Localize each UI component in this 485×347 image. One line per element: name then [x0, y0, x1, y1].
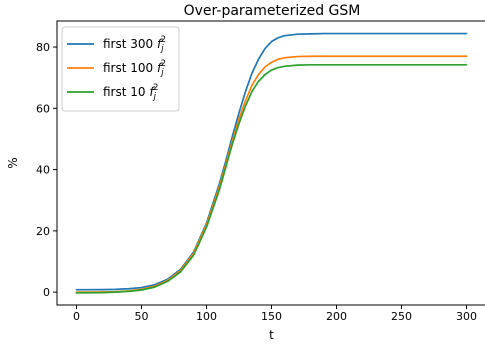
x-axis: 0 50 100 150 200 250 300	[73, 305, 477, 323]
x-tick-label: 100	[196, 310, 217, 323]
x-tick-label: 50	[135, 310, 149, 323]
x-tick-label: 0	[73, 310, 80, 323]
legend-label-symbol: f	[157, 37, 163, 51]
y-tick-label: 60	[36, 102, 50, 115]
legend-label-text: first 300	[103, 37, 157, 51]
x-tick-label: 150	[261, 310, 282, 323]
y-tick-label: 20	[36, 225, 50, 238]
chart-title: Over-parameterized GSM	[184, 3, 361, 19]
x-tick-label: 200	[326, 310, 347, 323]
y-tick-label: 0	[43, 286, 50, 299]
legend-label-subscript: j	[153, 92, 157, 102]
legend-label-subscript: j	[160, 44, 164, 54]
legend-label-2: first 10 fj2	[103, 83, 158, 102]
y-axis-label: %	[6, 157, 20, 168]
legend-label-0: first 300 fj2	[103, 35, 166, 54]
y-tick-label: 40	[36, 164, 50, 177]
legend-label-text: first 100	[103, 61, 157, 75]
y-axis: 0 20 40 60 80	[36, 41, 57, 299]
series-layer	[75, 32, 468, 294]
x-tick-label: 250	[391, 310, 412, 323]
legend-label-1: first 100 fj2	[103, 59, 166, 78]
legend-label-symbol: f	[149, 85, 155, 99]
x-tick-label: 300	[456, 310, 477, 323]
x-axis-label: t	[269, 328, 274, 342]
legend-label-superscript: 2	[161, 35, 166, 45]
y-tick-label: 80	[36, 41, 50, 54]
legend-label-text: first 10	[103, 85, 149, 99]
legend-box	[61, 26, 180, 112]
legend-label-subscript: j	[160, 68, 164, 78]
series-line-0	[75, 32, 468, 291]
legend-label-superscript: 2	[161, 59, 166, 69]
series-line-2	[75, 63, 468, 294]
legend-label-superscript: 2	[153, 83, 158, 93]
legend-label-symbol: f	[157, 61, 163, 75]
